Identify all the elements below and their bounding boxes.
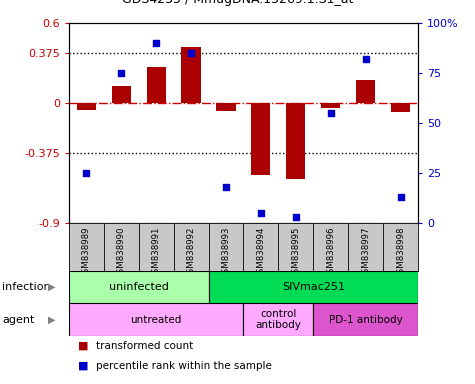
Text: ■: ■ <box>78 341 89 351</box>
Text: GSM838997: GSM838997 <box>361 227 370 279</box>
Text: GSM838994: GSM838994 <box>256 227 266 279</box>
Text: GSM838993: GSM838993 <box>221 227 230 279</box>
Text: ▶: ▶ <box>48 282 55 292</box>
Text: GSM838998: GSM838998 <box>396 227 405 279</box>
Point <box>117 70 125 76</box>
Text: GSM838989: GSM838989 <box>82 227 91 279</box>
Point <box>257 210 265 216</box>
Bar <box>217 103 236 111</box>
Text: percentile rank within the sample: percentile rank within the sample <box>96 361 272 371</box>
Text: GSM838995: GSM838995 <box>291 227 300 279</box>
Bar <box>77 103 96 109</box>
Bar <box>69 303 243 336</box>
Text: ▶: ▶ <box>48 314 55 325</box>
Text: GSM838996: GSM838996 <box>326 227 335 279</box>
Text: uninfected: uninfected <box>109 282 169 292</box>
Bar <box>356 80 375 103</box>
Point <box>222 184 230 190</box>
Text: GSM838992: GSM838992 <box>187 227 196 279</box>
Text: untreated: untreated <box>131 314 182 325</box>
Bar <box>251 103 270 175</box>
Text: GDS4235 / MmugDNA.15269.1.S1_at: GDS4235 / MmugDNA.15269.1.S1_at <box>122 0 353 6</box>
Text: GSM838990: GSM838990 <box>117 227 126 279</box>
Text: transformed count: transformed count <box>96 341 194 351</box>
Text: ■: ■ <box>78 361 89 371</box>
Text: SIVmac251: SIVmac251 <box>282 282 345 292</box>
Text: PD-1 antibody: PD-1 antibody <box>329 314 402 325</box>
Bar <box>321 103 340 108</box>
Bar <box>181 47 200 103</box>
Bar <box>314 303 418 336</box>
Point <box>152 40 160 46</box>
Bar <box>209 271 418 303</box>
Text: control
antibody: control antibody <box>256 309 301 331</box>
Text: infection: infection <box>2 282 51 292</box>
Point <box>292 214 300 220</box>
Bar <box>391 103 410 112</box>
Bar <box>243 303 314 336</box>
Point <box>397 194 404 200</box>
Point <box>83 170 90 176</box>
Point <box>362 56 370 62</box>
Text: GSM838991: GSM838991 <box>152 227 161 279</box>
Bar <box>147 67 166 103</box>
Point <box>327 110 334 116</box>
Bar <box>112 86 131 103</box>
Bar <box>286 103 305 179</box>
Point <box>187 50 195 56</box>
Bar <box>69 271 209 303</box>
Text: agent: agent <box>2 314 35 325</box>
